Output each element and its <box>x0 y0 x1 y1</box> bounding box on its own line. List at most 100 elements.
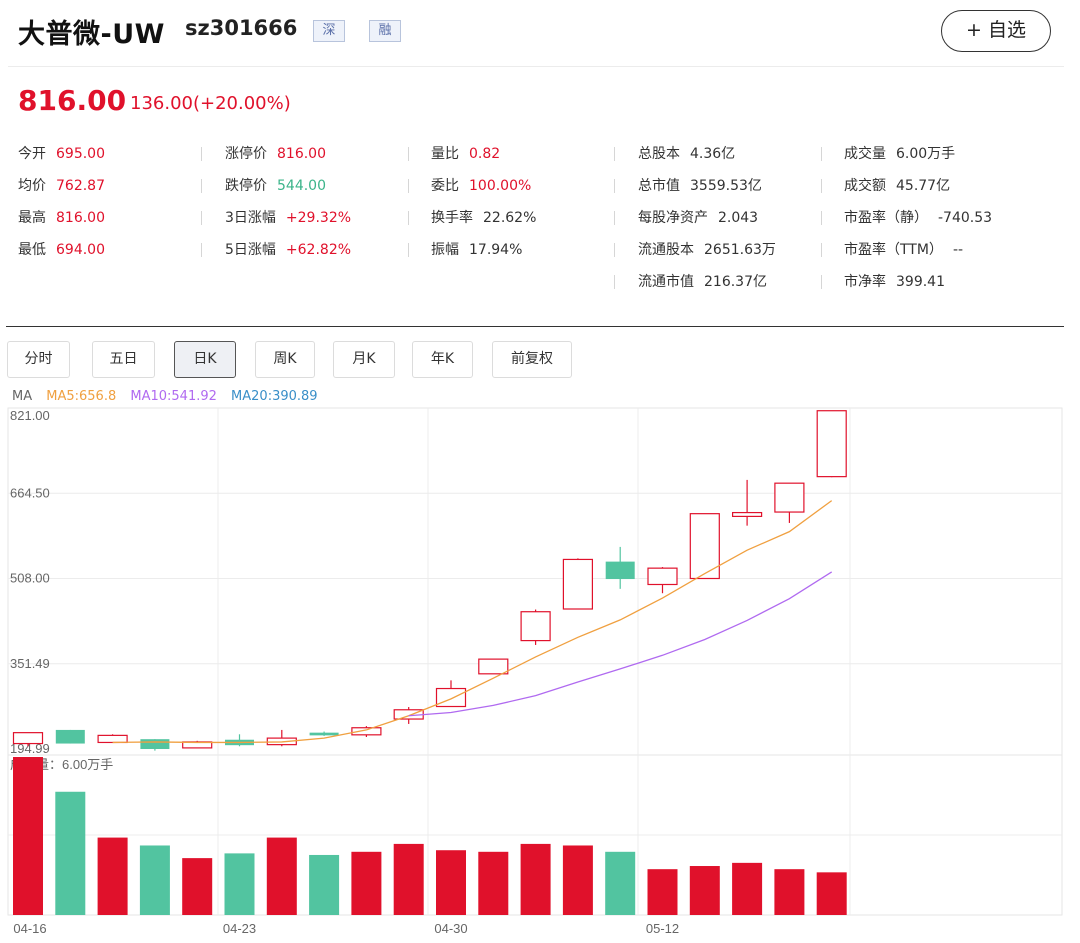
stat-col2-1: 跌停价 544.00 <box>225 176 326 196</box>
stats-divider <box>6 326 1064 327</box>
stat-label: 今开 <box>18 146 46 162</box>
stat-col4-0: 总股本 4.36亿 <box>638 144 735 164</box>
candle-body <box>435 687 467 708</box>
candle-body <box>309 732 339 736</box>
stat-col1-2: 最高 816.00 <box>18 208 105 228</box>
tab-1[interactable]: 五日 <box>92 341 155 378</box>
add-watchlist-button[interactable]: + 自选 <box>941 10 1051 52</box>
stat-label: 每股净资产 <box>638 210 708 226</box>
stat-separator <box>201 243 202 257</box>
stat-col5-4: 市净率 399.41 <box>844 272 945 292</box>
tab-4[interactable]: 月K <box>333 341 395 378</box>
candle-body <box>731 511 763 517</box>
stat-separator <box>408 179 409 193</box>
ma-label: MA <box>12 389 33 404</box>
stat-col5-0: 成交量 6.00万手 <box>844 144 955 164</box>
kline-chart[interactable]: 821.00664.50508.00351.49194.99成交量：6.00万手… <box>0 400 1080 943</box>
stat-value: -- <box>952 242 964 258</box>
stat-separator <box>201 179 202 193</box>
stat-value: 22.62% <box>483 210 537 226</box>
stat-label: 量比 <box>431 146 459 162</box>
stock-header: 大普微-UW sz301666 深 融 + 自选 <box>0 0 1080 66</box>
stat-value: 694.00 <box>56 242 105 258</box>
ma20-value: MA20:390.89 <box>231 389 318 404</box>
stat-separator <box>821 275 822 289</box>
stock-name: 大普微-UW <box>18 19 165 50</box>
price-tick-label: 664.50 <box>10 485 50 500</box>
tab-0[interactable]: 分时 <box>7 341 70 378</box>
candle-body <box>689 513 720 580</box>
volume-bar <box>732 862 763 915</box>
stat-label: 换手率 <box>431 210 473 226</box>
chart-border <box>7 407 1063 916</box>
volume-bar <box>224 853 255 915</box>
margin-tag: 融 <box>369 20 401 42</box>
volume-bar <box>436 850 466 915</box>
stat-label: 市盈率（TTM） <box>844 242 943 258</box>
volume-bar <box>605 851 636 915</box>
volume-bar <box>816 872 847 915</box>
stat-separator <box>408 147 409 161</box>
tab-5[interactable]: 年K <box>412 341 473 378</box>
volume-bar <box>774 869 805 915</box>
candle-body <box>647 567 678 586</box>
volume-bar <box>266 837 297 915</box>
stat-value: 695.00 <box>56 146 105 162</box>
candle-body <box>140 739 170 749</box>
stat-separator <box>821 211 822 225</box>
ma10-value: MA10:541.92 <box>130 389 217 404</box>
stat-col2-3: 5日涨幅 +62.82% <box>225 240 351 260</box>
stat-col3-2: 换手率 22.62% <box>431 208 536 228</box>
candle-body <box>12 732 44 745</box>
stat-label: 流通股本 <box>638 242 694 258</box>
volume-bar <box>478 851 509 915</box>
stat-col1-0: 今开 695.00 <box>18 144 105 164</box>
stat-label: 总市值 <box>638 178 680 194</box>
stat-col4-2: 每股净资产 2.043 <box>638 208 758 228</box>
volume-bar <box>139 845 170 915</box>
stat-label: 最高 <box>18 210 46 226</box>
ma-legend: MA MA5:656.8 MA10:541.92 MA20:390.89 <box>12 389 328 404</box>
tab-6[interactable]: 前复权 <box>492 341 572 378</box>
candle-body <box>605 561 635 580</box>
x-tick-label: 04-16 <box>13 921 46 936</box>
tab-2[interactable]: 日K <box>174 341 236 378</box>
stat-value: 100.00% <box>469 178 532 194</box>
volume-bar <box>309 854 340 915</box>
price-tick-label: 194.99 <box>10 741 50 756</box>
stat-value: 45.77亿 <box>896 178 951 194</box>
stat-value: 2651.63万 <box>704 242 776 258</box>
volume-bar <box>689 866 720 915</box>
candle-body <box>774 482 805 513</box>
stat-separator <box>614 179 615 193</box>
stat-value: +62.82% <box>285 242 352 258</box>
stat-col5-2: 市盈率（静） -740.53 <box>844 208 992 228</box>
stat-col2-0: 涨停价 816.00 <box>225 144 326 164</box>
stock-code: sz301666 <box>185 16 298 40</box>
stat-label: 市净率 <box>844 274 886 290</box>
stat-separator <box>408 243 409 257</box>
stat-label: 振幅 <box>431 242 459 258</box>
price-tick-label: 821.00 <box>10 408 50 423</box>
ma5-value: MA5:656.8 <box>46 389 117 404</box>
candle-body <box>97 734 128 744</box>
candle-body <box>520 611 551 642</box>
stat-label: 成交额 <box>844 178 886 194</box>
x-tick-label: 05-12 <box>646 921 679 936</box>
current-price: 816.00 <box>18 84 127 117</box>
stat-value: 816.00 <box>56 210 105 226</box>
volume-bar <box>351 851 382 915</box>
stat-separator <box>614 275 615 289</box>
stat-col4-3: 流通股本 2651.63万 <box>638 240 776 260</box>
header-divider <box>8 66 1064 67</box>
stat-value: 4.36亿 <box>690 146 736 162</box>
stat-col1-3: 最低 694.00 <box>18 240 105 260</box>
stat-col2-2: 3日涨幅 +29.32% <box>225 208 351 228</box>
stat-separator <box>821 147 822 161</box>
stat-value: -740.53 <box>938 210 993 226</box>
stat-label: 最低 <box>18 242 46 258</box>
stat-separator <box>408 211 409 225</box>
stat-label: 3日涨幅 <box>225 210 276 226</box>
tab-3[interactable]: 周K <box>255 341 315 378</box>
stat-value: 6.00万手 <box>896 146 956 162</box>
